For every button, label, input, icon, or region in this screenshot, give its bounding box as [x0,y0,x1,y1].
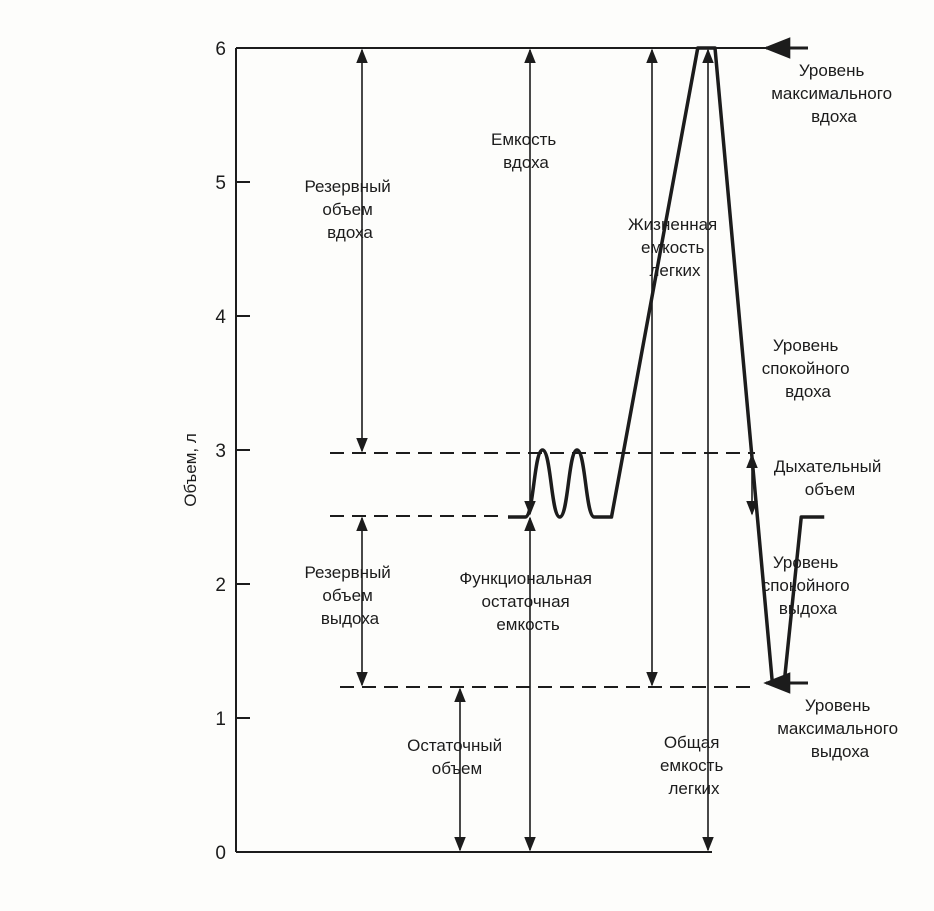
label-vc: Жизненная емкость легких [628,215,722,280]
label-frc: Функциональная остаточная емкость [459,569,596,634]
y-tick-label: 2 [215,575,226,596]
label-tlc: Общая емкость легких [660,733,728,798]
y-tick-label: 6 [215,39,226,60]
label-irv: Резервный объем вдоха [304,177,395,242]
label-level-quiet-expiration: Уровень спокойного выдоха [762,553,855,618]
label-rv: Остаточный объем [407,736,507,778]
y-tick-label: 5 [215,173,226,194]
label-level-max-expiration: Уровень максимального выдоха [777,696,903,761]
label-level-max-inspiration: Уровень максимального вдоха [771,61,897,126]
y-tick-label: 4 [215,307,226,328]
y-tick-labels: 0 1 2 3 4 5 6 [215,39,226,864]
label-ic: Емкость вдоха [491,130,561,172]
y-tick-label: 0 [215,843,226,864]
y-ticks [236,47,250,853]
label-erv: Резервный объем выдоха [304,563,395,628]
breathing-curve [508,46,825,687]
y-tick-label: 1 [215,709,226,730]
y-tick-label: 3 [215,441,226,462]
label-level-quiet-inspiration: Уровень спокойного вдоха [762,336,855,401]
y-axis-title: Объем, л [181,433,200,507]
label-tidal-volume: Дыхательный объем [774,457,886,499]
